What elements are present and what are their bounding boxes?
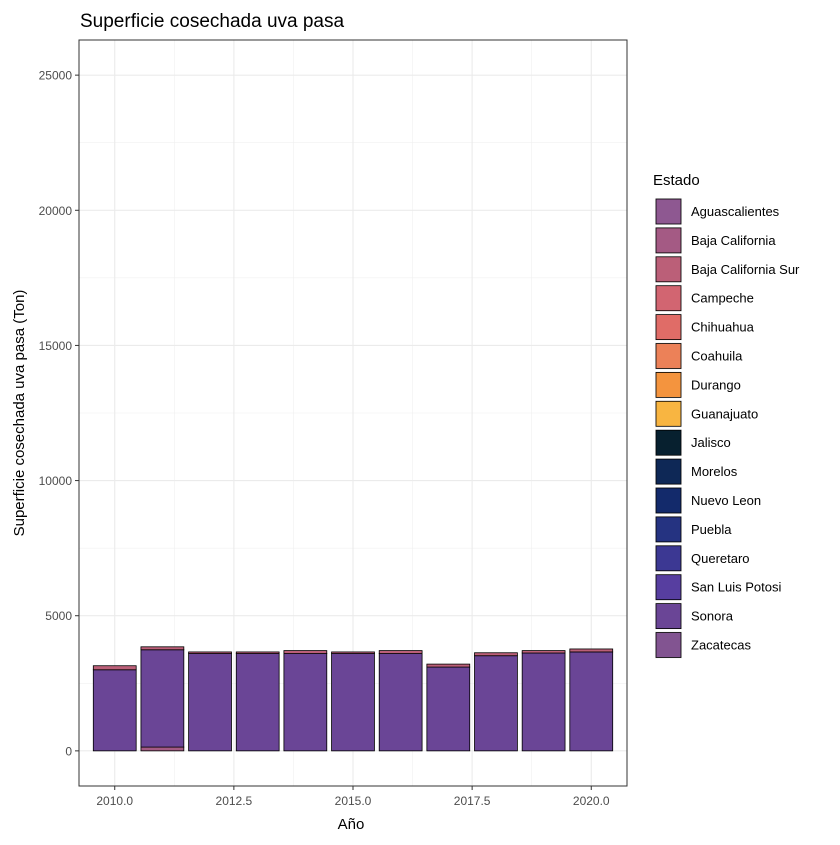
bar-segment <box>569 648 614 653</box>
y-tick-label: 25000 <box>39 69 73 83</box>
bar-segment <box>426 666 471 752</box>
bar-segment <box>92 665 137 671</box>
legend-label: Aguascalientes <box>691 204 780 219</box>
legend-label: Campeche <box>691 291 754 306</box>
x-tick-label: 2020.0 <box>573 794 610 808</box>
legend-label: Nuevo Leon <box>691 493 761 508</box>
bar-segment <box>283 653 328 752</box>
bar-segment <box>188 651 232 654</box>
legend-items: Aguascalientes Baja California Baja Califo… <box>655 198 800 659</box>
bars <box>92 646 614 752</box>
x-axis-label: Año <box>338 816 365 833</box>
legend-label: Morelos <box>691 464 738 479</box>
legend-label: San Luis Potosi <box>691 580 781 595</box>
bar-segment <box>235 651 280 654</box>
axes: 0 5000 10000 15000 20000 25000 2010.0 2012.5 201… <box>39 69 610 808</box>
y-tick-label: 15000 <box>39 339 73 353</box>
legend-title: Estado <box>653 172 700 189</box>
legend-label: Zacatecas <box>691 638 751 653</box>
x-tick-label: 2015.0 <box>335 794 372 808</box>
legend-label: Coahuila <box>691 349 743 364</box>
bar-segment <box>283 650 328 654</box>
legend-label: Queretaro <box>691 551 750 566</box>
x-tick-label: 2012.5 <box>216 794 253 808</box>
legend-swatch <box>655 632 682 658</box>
bar-segment <box>426 663 471 668</box>
legend-swatch <box>655 285 682 312</box>
chart-title: Superficie cosechada uva pasa <box>80 11 344 32</box>
bar-segment <box>474 652 518 657</box>
legend-swatch <box>655 314 682 341</box>
legend-swatch <box>655 574 682 601</box>
legend-swatch <box>655 343 682 369</box>
legend-label: Baja California Sur <box>691 262 800 277</box>
legend-label: Chihuahua <box>691 320 755 335</box>
y-tick-label: 0 <box>65 744 72 758</box>
bar-segment <box>188 653 232 752</box>
legend: Estado Aguascalientes Baja California Baja… <box>653 172 800 659</box>
legend-label: Jalisco <box>691 435 731 450</box>
legend-swatch <box>655 198 682 225</box>
bar-segment <box>140 649 185 748</box>
bar-segment <box>140 646 185 651</box>
legend-swatch <box>655 400 682 427</box>
bar-segment <box>331 651 375 654</box>
y-tick-label: 5000 <box>45 609 72 623</box>
bar-segment <box>378 653 423 752</box>
legend-swatch <box>655 603 682 629</box>
bar-segment <box>474 655 518 752</box>
bar-segment <box>569 651 614 752</box>
y-tick-label: 10000 <box>39 474 73 488</box>
bar-segment <box>521 652 566 752</box>
x-tick-label: 2010.0 <box>96 794 133 808</box>
legend-swatch <box>655 227 682 254</box>
legend-swatch <box>655 256 682 283</box>
legend-label: Baja California <box>691 233 776 248</box>
bar-segment <box>235 653 280 752</box>
legend-swatch <box>655 371 682 398</box>
bar-segment <box>331 653 375 752</box>
bar-segment <box>378 650 423 654</box>
legend-swatch <box>655 545 682 572</box>
legend-swatch <box>655 429 682 456</box>
bar-segment <box>140 746 185 752</box>
legend-label: Durango <box>691 377 741 392</box>
legend-label: Guanajuato <box>691 406 758 421</box>
y-axis-label: Superficie cosechada uva pasa (Ton) <box>11 290 28 537</box>
legend-label: Puebla <box>691 522 732 537</box>
y-tick-label: 20000 <box>39 204 73 218</box>
legend-label: Sonora <box>691 609 734 624</box>
legend-swatch <box>655 458 682 485</box>
bar-segment <box>92 669 137 752</box>
legend-swatch <box>655 487 682 514</box>
bar-segment <box>521 650 566 654</box>
legend-swatch <box>655 516 682 543</box>
x-tick-label: 2017.5 <box>454 794 491 808</box>
